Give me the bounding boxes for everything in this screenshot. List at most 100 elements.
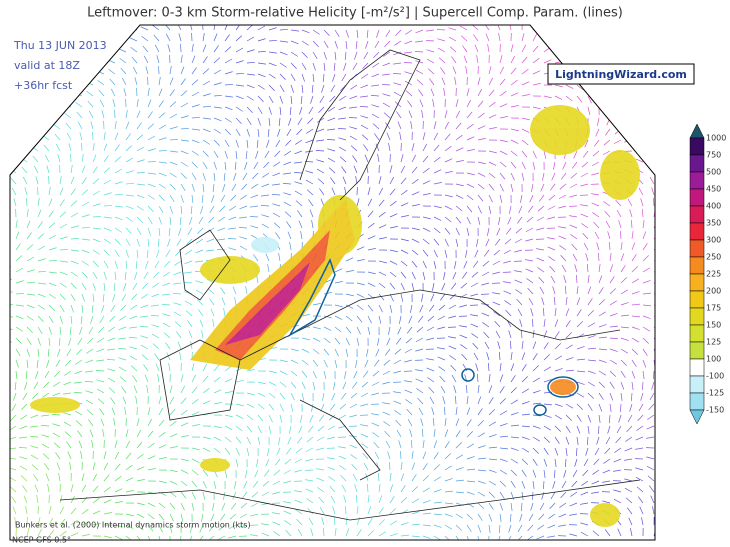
wind-barb (279, 392, 286, 400)
wind-barb (617, 528, 622, 537)
wind-barb (235, 117, 242, 124)
wind-barb (316, 477, 325, 482)
wind-barb (400, 271, 407, 279)
wind-barb (152, 282, 160, 288)
wind-barb (363, 51, 369, 60)
wind-barb (108, 326, 116, 332)
wind-barb (190, 205, 193, 214)
wind-barb (603, 201, 611, 207)
wind-barb (0, 498, 5, 503)
wind-barb (309, 414, 314, 423)
wind-barb (466, 99, 472, 108)
wind-barb (250, 234, 259, 240)
wind-barb (41, 125, 50, 130)
wind-barb (582, 232, 589, 240)
wind-barb (201, 513, 204, 522)
wind-barb (477, 491, 486, 497)
wind-barb (114, 227, 122, 233)
wind-barb (265, 253, 270, 262)
wind-barb (290, 62, 297, 69)
wind-barb (521, 388, 530, 394)
colorbar-label: 100 (706, 355, 721, 364)
wind-barb (520, 194, 523, 203)
wind-barb (4, 528, 5, 536)
wind-barb (571, 243, 578, 251)
wind-barb (36, 495, 39, 504)
wind-barb (532, 150, 537, 159)
wind-barb (574, 458, 578, 467)
wind-barb (339, 465, 347, 471)
wind-barb (499, 386, 505, 394)
wind-barb (409, 429, 413, 438)
wind-barb (133, 385, 138, 394)
wind-barb (466, 149, 475, 152)
wind-barb (651, 381, 655, 390)
wind-barb (268, 370, 277, 374)
wind-barb (510, 412, 519, 416)
wind-barb (30, 425, 39, 428)
wind-barb (202, 161, 208, 169)
wind-barb (598, 425, 600, 435)
wind-barb (312, 348, 320, 355)
wind-barb (345, 270, 354, 273)
wind-barb (158, 161, 167, 164)
wind-barb (547, 535, 556, 538)
wind-barb (250, 194, 259, 199)
wind-barb (15, 304, 24, 307)
wind-barb (253, 161, 259, 170)
wind-barb (422, 451, 427, 460)
wind-barb (631, 266, 638, 273)
wind-barb (444, 524, 453, 530)
wind-barb (169, 385, 173, 394)
wind-barb (85, 399, 94, 405)
wind-barb (488, 101, 496, 108)
wind-barb (224, 365, 232, 372)
wind-barb (10, 291, 13, 295)
wind-barb (580, 183, 589, 187)
wind-barb (334, 516, 336, 526)
wind-barb (455, 99, 459, 108)
wind-barb (294, 499, 303, 504)
wind-barb (383, 359, 391, 366)
wind-barb (646, 465, 655, 471)
wind-barb (620, 51, 627, 59)
wind-barb (26, 232, 32, 240)
wind-barb (332, 73, 336, 82)
wind-barb (337, 128, 347, 130)
wind-barb (362, 452, 369, 460)
wind-barb (462, 45, 468, 53)
wind-barb (652, 506, 655, 515)
wind-barb (338, 414, 347, 420)
wind-barb (466, 407, 471, 416)
wind-barb (400, 450, 402, 460)
wind-barb (147, 194, 155, 200)
wind-barb (311, 220, 314, 229)
wind-barb (353, 370, 358, 379)
wind-barb (411, 143, 415, 152)
wind-barb (15, 359, 19, 368)
wind-barb (26, 281, 36, 284)
wind-barb (112, 99, 116, 108)
wind-barb (232, 491, 237, 500)
wind-barb (382, 411, 391, 416)
wind-barb (510, 469, 517, 476)
wind-barb (477, 138, 486, 141)
wind-barb (466, 431, 473, 438)
wind-barb (576, 392, 585, 398)
wind-barb (70, 271, 78, 277)
wind-barb (26, 337, 32, 345)
wind-barb (156, 55, 160, 64)
wind-barb (455, 535, 461, 540)
wind-barb (54, 370, 61, 378)
wind-barb (223, 308, 226, 317)
wind-barb (367, 326, 371, 335)
wind-barb (235, 106, 243, 112)
wind-barb (301, 348, 310, 353)
wind-barb (114, 205, 123, 208)
wind-barb (234, 297, 237, 306)
wind-barb (360, 403, 369, 407)
wind-barb (510, 513, 512, 523)
wind-barb (504, 300, 512, 306)
wind-barb (367, 210, 374, 218)
wind-barb (142, 282, 149, 290)
